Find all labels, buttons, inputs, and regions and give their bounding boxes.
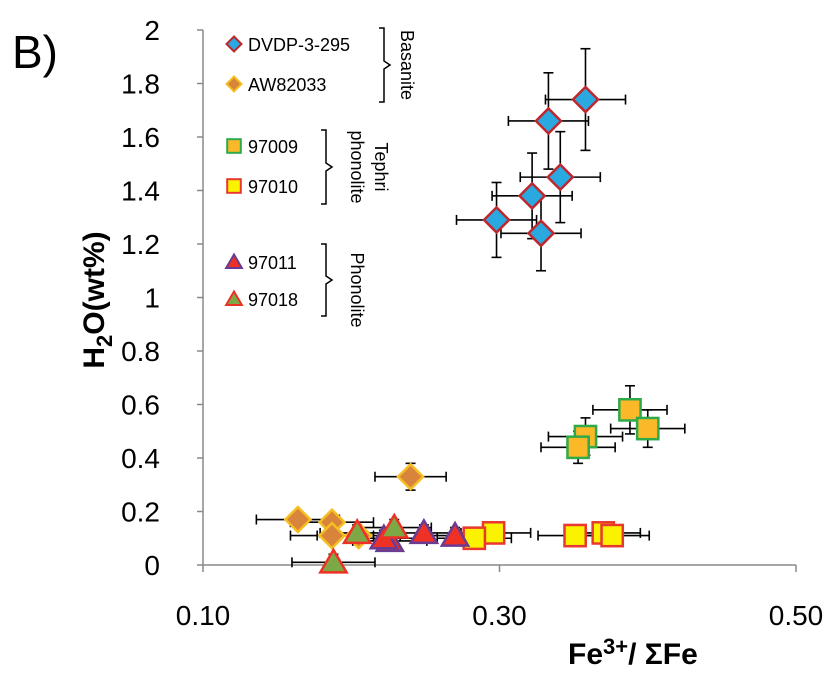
tick-labels: 0 0.2 0.4 0.6 0.8 1 1.2 1.4 1.6 1.8 2 0.10 0.30 0.50: [121, 15, 823, 631]
x-axis-title-main: Fe: [568, 638, 603, 671]
data-point-aw82033: [396, 462, 425, 491]
error-bars: [255, 47, 686, 572]
legend-marker: [226, 138, 242, 154]
tephri-phonolite-brace: [321, 129, 334, 205]
data-point-dvdp-3-295: [534, 106, 563, 136]
legend-label: AW82033: [248, 75, 326, 95]
y-tick-label: 1.4: [121, 176, 160, 207]
data-point-dvdp-3-295: [571, 85, 600, 114]
data-point-97009: [618, 397, 642, 422]
x-tick-label: 0.50: [769, 600, 824, 631]
data-point-aw82033: [317, 521, 347, 550]
y-tick-label: 0.8: [121, 336, 160, 367]
x-axis-title-rest: / ΣFe: [628, 638, 698, 671]
y-tick-label: 1: [144, 283, 160, 314]
group-label-basanite: Basanite: [397, 30, 417, 100]
y-tick-label: 0.4: [121, 443, 160, 474]
phonolite-brace: [321, 243, 334, 317]
data-point-97011: [408, 517, 440, 545]
y-axis-title-post: O(wt%): [78, 231, 111, 334]
data-point-97018: [378, 512, 410, 539]
data-point-dvdp-3-295: [482, 205, 511, 235]
y-tick-label: 1.6: [121, 122, 160, 153]
y-tick-label: 1.2: [121, 229, 160, 260]
panel-label: B): [12, 26, 58, 78]
data-point-97018: [318, 547, 349, 574]
y-tick-label: 0.6: [121, 390, 160, 421]
legend: DVDP-3-295 AW82033 97009 97010 97011 97018 Bas…: [224, 27, 417, 328]
y-axis-title: H2O(wt%): [78, 231, 117, 368]
legend-label: 97009: [248, 137, 298, 157]
basanite-brace: [379, 27, 392, 103]
x-axis-title-sup: 3+: [603, 634, 628, 659]
series-layer: [255, 47, 686, 574]
legend-marker: [224, 252, 244, 269]
group-label-phonolite: Phonolite: [347, 252, 367, 327]
x-tick-label: 0.30: [472, 600, 527, 631]
y-axis-title-pre: H: [78, 347, 111, 369]
data-point-97009: [635, 416, 660, 441]
y-axis-title-sub: 2: [92, 335, 117, 347]
data-point-97011: [439, 520, 471, 547]
data-point-97018: [341, 517, 373, 545]
data-point-dvdp-3-295: [517, 181, 547, 211]
legend-marker: [226, 178, 242, 194]
data-points: [283, 85, 660, 574]
legend-label: 97011: [248, 253, 297, 273]
legend-label: 97010: [248, 177, 298, 197]
data-point-97009: [566, 435, 590, 460]
y-tick-label: 0.2: [121, 497, 160, 528]
y-tick-label: 0: [144, 550, 160, 581]
x-tick-label: 0.10: [176, 600, 231, 631]
legend-label: 97018: [248, 290, 298, 310]
legend-marker: [224, 289, 244, 306]
legend-label: DVDP-3-295: [248, 35, 350, 55]
data-point-aw82033: [283, 505, 313, 534]
y-tick-label: 1.8: [121, 69, 160, 100]
group-label-phonolite-part: phonolite: [347, 130, 367, 203]
data-point-97010: [563, 523, 587, 548]
y-tick-label: 2: [144, 15, 160, 46]
group-label-tephri: Tephri: [371, 142, 391, 191]
legend-marker: [225, 75, 243, 93]
data-point-97010: [600, 523, 625, 548]
legend-marker: [225, 35, 243, 53]
data-point-dvdp-3-295: [546, 162, 575, 192]
data-point-dvdp-3-295: [526, 219, 556, 248]
x-axis-title: Fe3+/ ΣFe: [568, 634, 698, 671]
